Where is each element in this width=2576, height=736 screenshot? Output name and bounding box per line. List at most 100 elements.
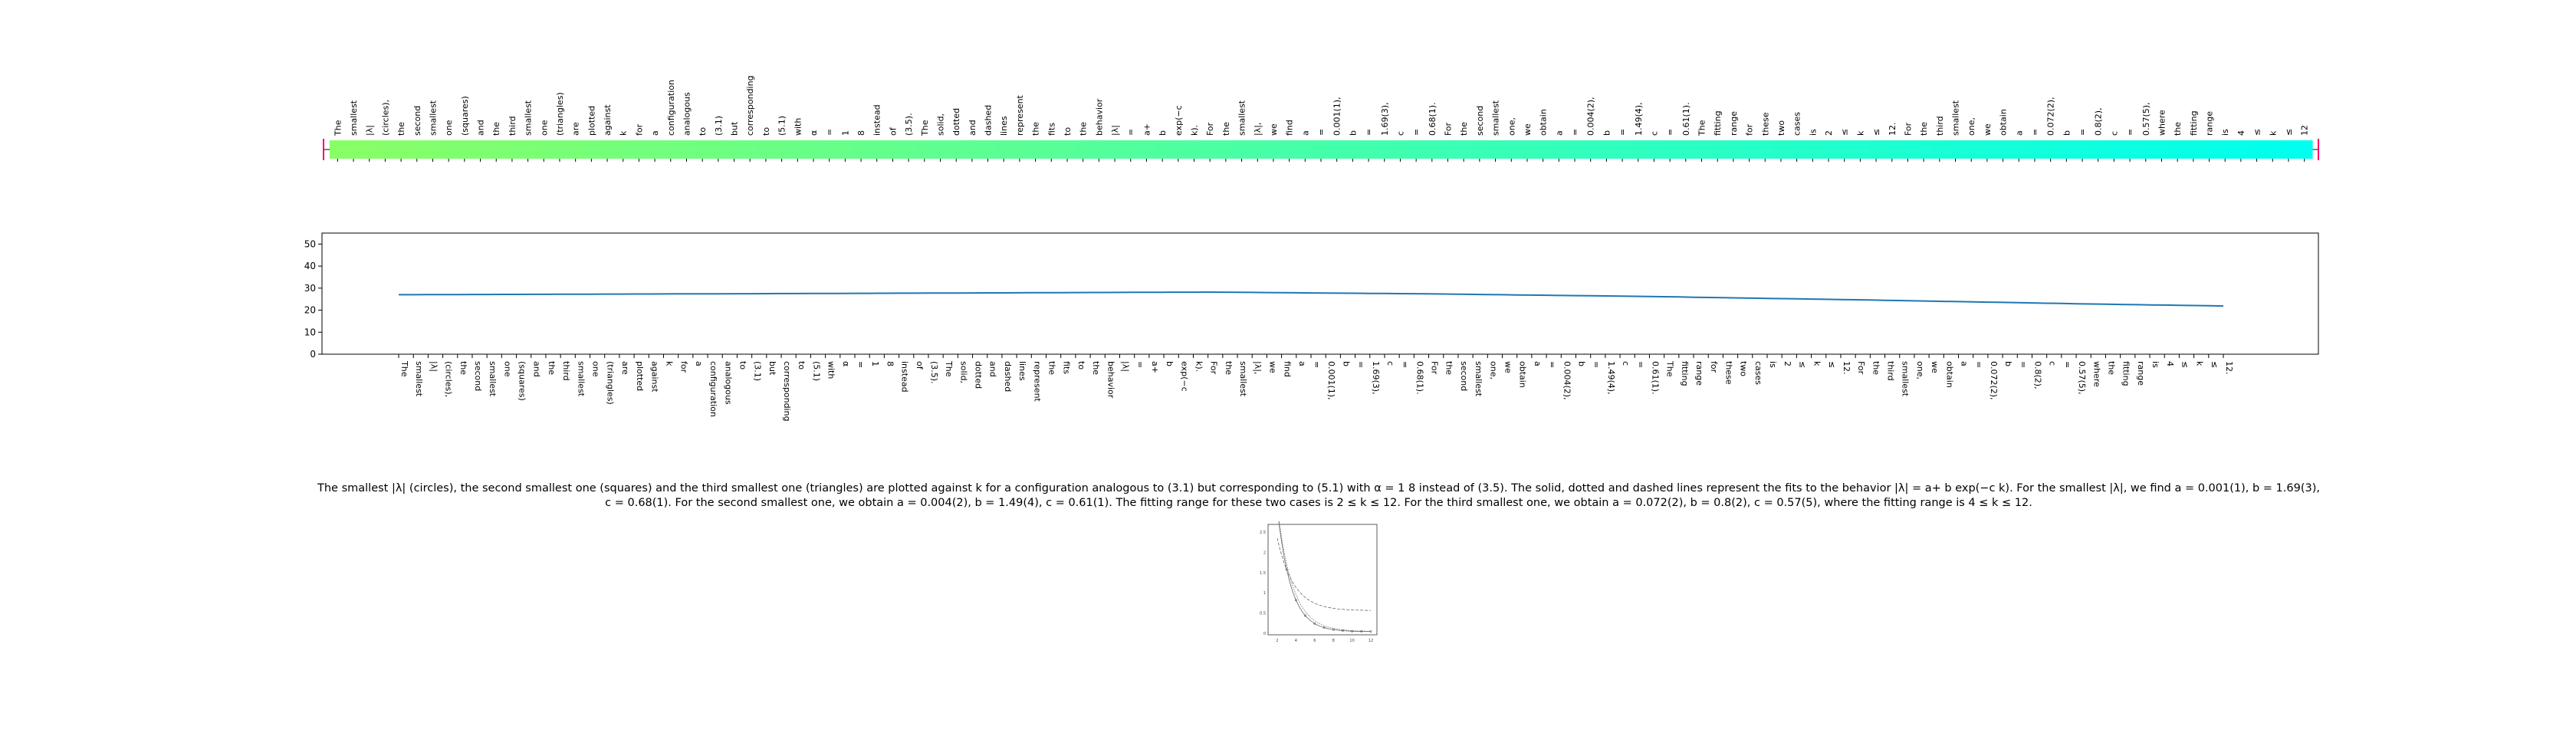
x-tick-label: = (2018, 361, 2028, 368)
strip-cell (2201, 140, 2218, 159)
strip-cell (1217, 140, 1234, 159)
strip-cell (1884, 140, 1901, 159)
strip-cell (2280, 140, 2297, 159)
strip-token: = (825, 129, 835, 136)
x-tick-label: we (1930, 361, 1940, 373)
strip-token: (circles), (380, 100, 390, 136)
strip-cell (1313, 140, 1329, 159)
x-tick-label: one (502, 361, 512, 377)
strip-cell (1424, 140, 1441, 159)
x-tick-label: to (738, 361, 748, 370)
strip-token: ≤ (1871, 129, 1881, 136)
x-tick-label: ≤ (1797, 361, 1807, 368)
strip-cell (1852, 140, 1869, 159)
strip-cell (504, 140, 521, 159)
thumb-point (1322, 626, 1326, 629)
strip-cell (1677, 140, 1694, 159)
strip-cell (2169, 140, 2187, 159)
thumb-y-tick: 0 (1263, 632, 1266, 636)
thumb-point (1313, 622, 1316, 625)
strip-token: = (1665, 129, 1675, 136)
strip-token: 1.69(3), (1380, 102, 1390, 136)
strip-token: to (698, 127, 708, 136)
x-tick-label: fitting (2121, 361, 2131, 386)
strip-token: configuration (666, 80, 676, 136)
x-tick-label: the (1871, 361, 1881, 375)
strip-token: is (2220, 129, 2230, 136)
strip-token: for (634, 123, 644, 136)
strip-token: to (761, 127, 771, 136)
x-tick-label: the (1091, 361, 1101, 375)
strip-token: smallest (1237, 100, 1247, 136)
x-tick-label: solid, (958, 361, 968, 383)
strip-cell (662, 140, 679, 159)
strip-cell (456, 140, 473, 159)
strip-token: = (1316, 129, 1326, 136)
strip-cell (980, 140, 997, 159)
x-tick-label: second (473, 361, 483, 391)
strip-cell (1059, 140, 1076, 159)
x-tick-label: range (1694, 361, 1704, 386)
strip-token: third (508, 116, 518, 136)
x-tick-label: = (1135, 361, 1145, 368)
strip-cell (726, 140, 743, 159)
strip-token: (triangles) (555, 92, 565, 136)
strip-cell (1234, 140, 1250, 159)
x-tick-label: ≤ (2210, 361, 2220, 368)
strip-token: α (809, 130, 819, 136)
x-tick-label: these (1723, 361, 1733, 385)
strip-cell (1043, 140, 1060, 159)
x-tick-label: obtain (1944, 361, 1954, 388)
strip-cell (1598, 140, 1615, 159)
thumb-y-tick: 2 (1263, 550, 1266, 555)
x-tick-label: the (1444, 361, 1454, 375)
strip-cell (1440, 140, 1457, 159)
thumb-x-tick: 4 (1295, 639, 1297, 643)
strip-cell (1820, 140, 1837, 159)
strip-cell (2249, 140, 2266, 159)
strip-cell (409, 140, 426, 159)
strip-cell (583, 140, 600, 159)
x-tick-label: but (767, 361, 777, 376)
strip-token: 2 (1824, 130, 1834, 136)
x-tick-label: (circles), (444, 361, 454, 397)
strip-cell (964, 140, 981, 159)
strip-token: c (1649, 131, 1659, 136)
strip-cell (599, 140, 616, 159)
strip-token: fitting (1713, 110, 1723, 136)
strip-cell (1995, 140, 2012, 159)
strip-token: fitting (2189, 110, 2199, 136)
strip-cell (1614, 140, 1631, 159)
thumb-point (1304, 614, 1307, 617)
x-tick-label: one, (1915, 361, 1925, 380)
thumb-point (1332, 628, 1335, 631)
thumb-x-tick: 2 (1276, 639, 1278, 643)
strip-cell (1503, 140, 1520, 159)
x-tick-label: exp(−c (1179, 361, 1189, 392)
strip-cell (1201, 140, 1219, 159)
x-tick-label: 2 (1783, 361, 1792, 366)
strip-token: b (2062, 130, 2072, 136)
x-tick-label: 12. (1842, 361, 1852, 375)
strip-token: = (2125, 129, 2135, 136)
x-tick-label: 8 (885, 361, 895, 366)
strip-token: we (1983, 123, 1993, 136)
strip-token: The (1697, 120, 1707, 136)
strip-token: the (396, 122, 406, 136)
strip-cell (948, 140, 965, 159)
strip-token: c (2109, 131, 2119, 136)
thumb-point (1369, 630, 1372, 633)
strip-cell (2106, 140, 2123, 159)
x-tick-label: represent (1032, 361, 1042, 402)
strip-token: two (1776, 120, 1786, 136)
strip-cell (1106, 140, 1123, 159)
x-tick-label: to (797, 361, 807, 370)
strip-cell (1122, 140, 1139, 159)
thumb-point (1341, 629, 1344, 632)
strip-token: = (1411, 129, 1421, 136)
strip-cell (694, 140, 711, 159)
strip-token: second (1475, 106, 1485, 136)
strip-token: and (476, 120, 486, 136)
strip-token: 1.49(4), (1634, 102, 1644, 136)
